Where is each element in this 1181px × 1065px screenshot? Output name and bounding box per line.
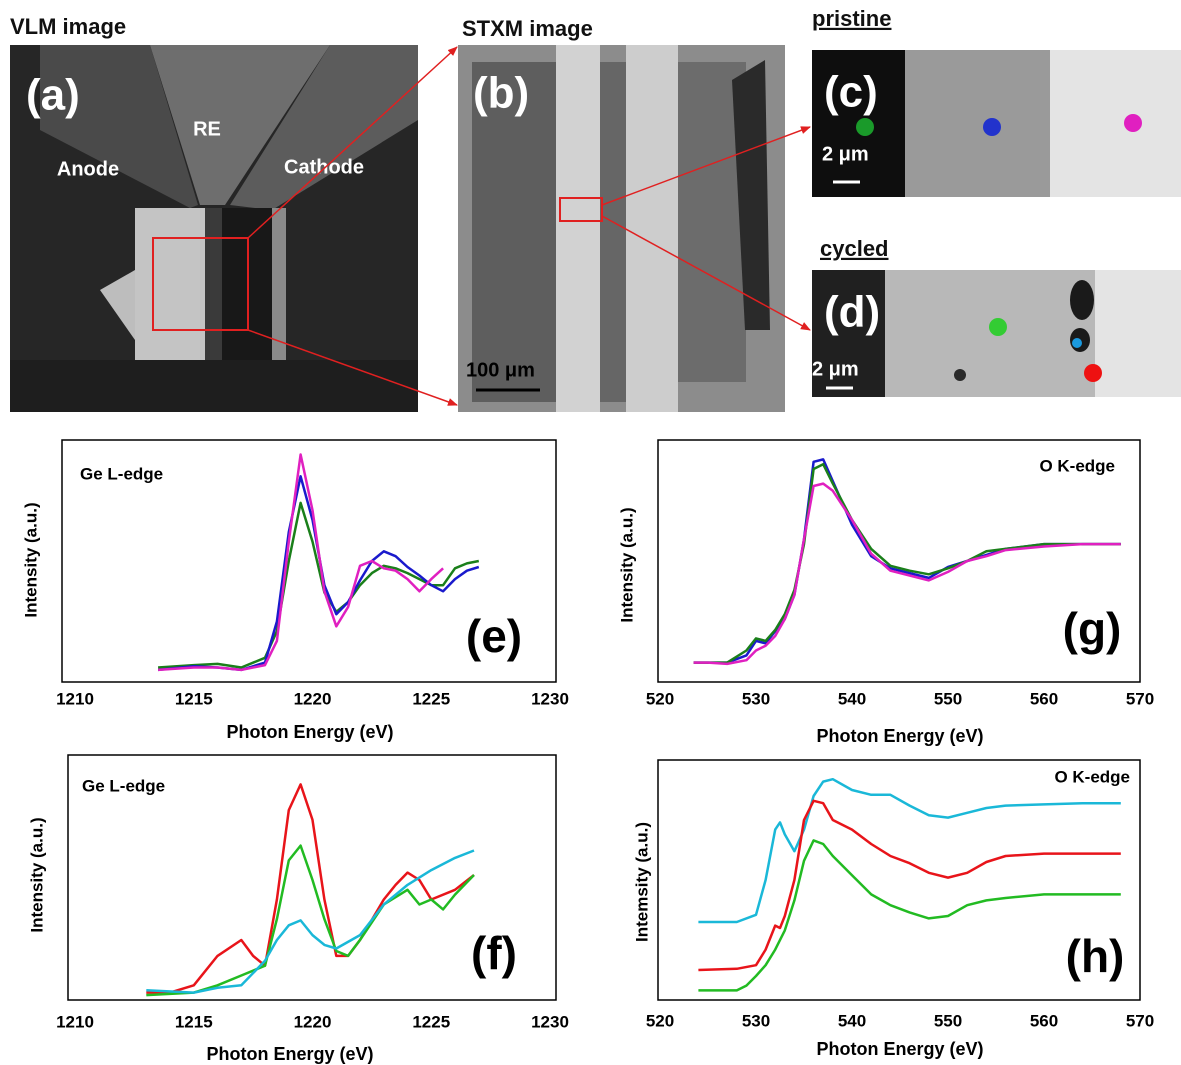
x-tick-label: 560 bbox=[1030, 1011, 1058, 1030]
panel-label: (c) bbox=[824, 68, 878, 117]
edge-annotation: O K-edge bbox=[1054, 767, 1130, 786]
panel-label: (b) bbox=[473, 69, 529, 118]
x-axis-label: Photon Energy (eV) bbox=[226, 722, 393, 742]
scale-label: 2 μm bbox=[822, 143, 869, 165]
spectrum-line bbox=[694, 459, 1121, 662]
edge-annotation: Ge L-edge bbox=[80, 464, 163, 483]
x-axis-label: Photon Energy (eV) bbox=[206, 1044, 373, 1064]
spectrum-line bbox=[698, 779, 1120, 922]
spectrum-line bbox=[146, 846, 474, 996]
x-tick-label: 1215 bbox=[175, 689, 213, 708]
x-tick-label: 550 bbox=[934, 689, 962, 708]
x-tick-label: 530 bbox=[742, 1011, 770, 1030]
spectrum-line bbox=[694, 484, 1121, 664]
x-tick-label: 1225 bbox=[412, 689, 450, 708]
scale-label: 2 μm bbox=[812, 358, 859, 380]
scale-label: 100 μm bbox=[466, 359, 535, 381]
x-tick-label: 1220 bbox=[294, 1012, 332, 1031]
annotation: RE bbox=[193, 118, 221, 140]
x-tick-label: 520 bbox=[646, 1011, 674, 1030]
x-axis-label: Photon Energy (eV) bbox=[816, 1039, 983, 1059]
panel-title: pristine bbox=[812, 6, 891, 31]
panel-title: VLM image bbox=[10, 14, 126, 39]
panel-title: cycled bbox=[820, 236, 889, 261]
panel-label: (e) bbox=[466, 610, 522, 662]
y-axis-label: Intensity (a.u.) bbox=[21, 502, 40, 617]
spectrum-line bbox=[146, 784, 474, 992]
x-tick-label: 550 bbox=[934, 1011, 962, 1030]
x-tick-label: 540 bbox=[838, 1011, 866, 1030]
x-axis-label: Photon Energy (eV) bbox=[816, 726, 983, 746]
edge-annotation: Ge L-edge bbox=[82, 776, 165, 795]
spectrum-line bbox=[698, 801, 1120, 970]
spectrum-line bbox=[694, 464, 1121, 662]
panel-title: STXM image bbox=[462, 16, 593, 41]
x-tick-label: 1230 bbox=[531, 1012, 569, 1031]
x-tick-label: 1210 bbox=[56, 1012, 94, 1031]
x-tick-label: 570 bbox=[1126, 1011, 1154, 1030]
figure: VLM image (a) RE Anode Cathode STXM imag… bbox=[0, 0, 1181, 1065]
spectrum-line bbox=[158, 476, 479, 670]
annotation: Cathode bbox=[284, 156, 364, 178]
panel-label: (d) bbox=[824, 288, 880, 337]
page: {"panels": { "a": {"title": "VLM image",… bbox=[0, 0, 1181, 1065]
x-tick-label: 530 bbox=[742, 689, 770, 708]
panel-label: (g) bbox=[1063, 603, 1122, 655]
x-tick-label: 1215 bbox=[175, 1012, 213, 1031]
y-axis-label: Intensity (a.u.) bbox=[27, 817, 46, 932]
x-tick-label: 520 bbox=[646, 689, 674, 708]
y-axis-label: Intensity (a.u.) bbox=[617, 507, 636, 622]
x-tick-label: 560 bbox=[1030, 689, 1058, 708]
spectrum-line bbox=[158, 455, 443, 670]
x-tick-label: 1225 bbox=[412, 1012, 450, 1031]
x-tick-label: 1210 bbox=[56, 689, 94, 708]
x-tick-label: 540 bbox=[838, 689, 866, 708]
x-tick-label: 570 bbox=[1126, 689, 1154, 708]
panel-label: (f) bbox=[471, 927, 517, 979]
panel-label: (h) bbox=[1066, 930, 1125, 982]
annotation: Anode bbox=[57, 158, 119, 180]
y-axis-label: Intemsity (a.u.) bbox=[632, 822, 651, 942]
edge-annotation: O K-edge bbox=[1039, 456, 1115, 475]
x-tick-label: 1220 bbox=[294, 689, 332, 708]
panel-label: (a) bbox=[26, 71, 80, 120]
x-tick-label: 1230 bbox=[531, 689, 569, 708]
